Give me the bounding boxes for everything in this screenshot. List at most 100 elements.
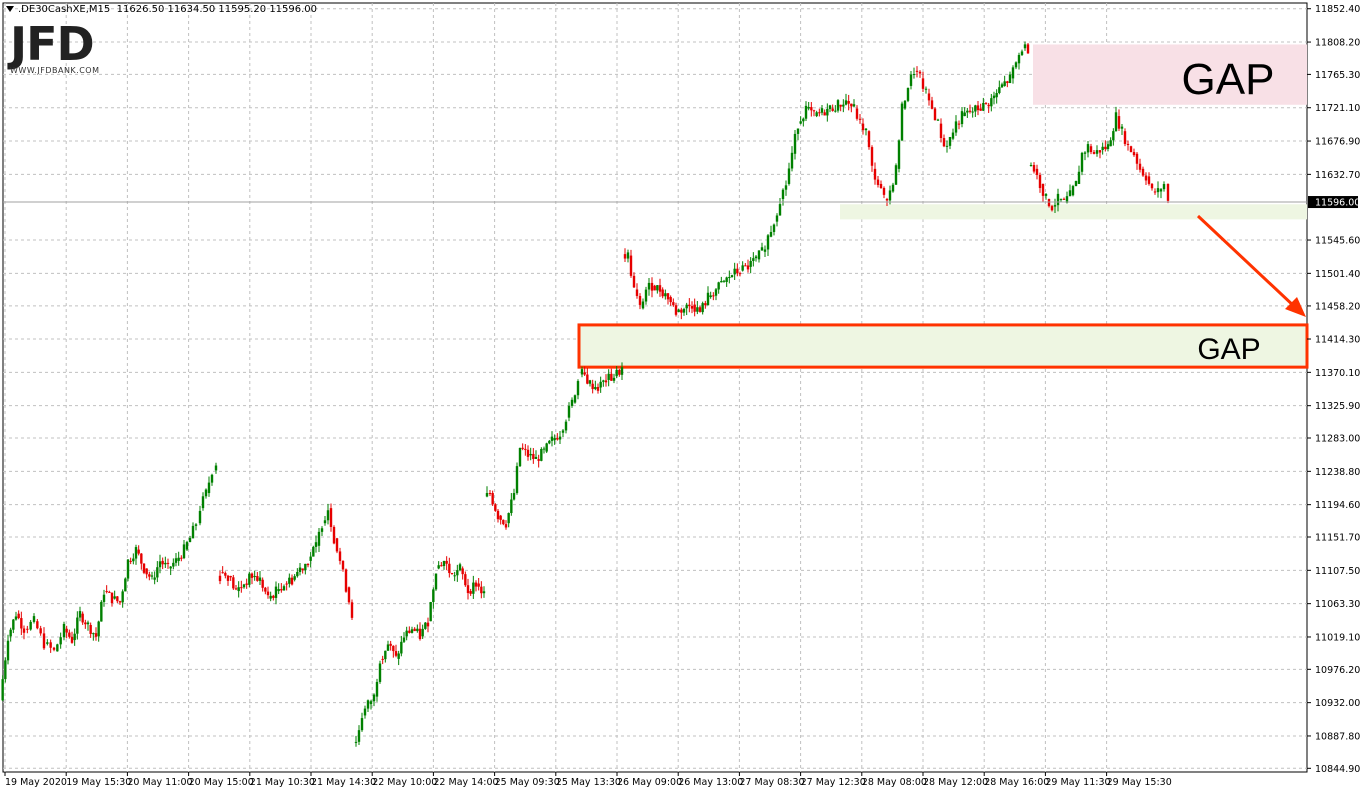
candle-body — [26, 628, 29, 630]
candle-body — [722, 280, 726, 282]
candle-body — [453, 575, 456, 577]
candle-body — [242, 584, 246, 588]
candle-body — [596, 386, 600, 391]
candle-body — [421, 628, 424, 637]
candle-body — [1068, 190, 1072, 197]
arrow-head — [1285, 297, 1306, 317]
candle-body — [906, 87, 910, 101]
candle-body — [261, 579, 264, 588]
candle-body — [960, 111, 964, 125]
candle-body — [561, 430, 565, 433]
candle-body — [456, 570, 459, 576]
candle-body — [134, 547, 138, 559]
x-tick-label: 29 May 15:30 — [1107, 777, 1172, 788]
candle-body — [842, 104, 845, 107]
candle-body — [612, 377, 616, 381]
candle-body — [828, 105, 832, 109]
candle-body — [172, 562, 175, 567]
y-tick-label: 11325.90 — [1315, 401, 1360, 412]
candle-body — [256, 575, 259, 581]
candle-body — [918, 71, 922, 74]
candle-body — [1141, 168, 1145, 176]
candle-body — [240, 587, 243, 589]
candle-body — [6, 640, 10, 661]
candle-body — [979, 108, 982, 111]
chart-header: .DE30CashXE,M15 11626.50 11634.50 11595.… — [6, 4, 317, 15]
candle-body — [253, 575, 256, 577]
candle-body — [198, 510, 202, 524]
candle-body — [900, 103, 904, 141]
candle-body — [674, 305, 678, 315]
x-tick-label: 22 May 14:00 — [433, 777, 498, 788]
candle-body — [1044, 194, 1048, 196]
candle-body — [548, 440, 551, 444]
candle-body — [891, 184, 895, 192]
annotations: GAP GAP — [3, 55, 1307, 366]
candle-body — [357, 730, 361, 742]
candle-body — [752, 258, 755, 261]
candle-body — [698, 307, 702, 312]
candle-body — [529, 453, 532, 456]
candle-body — [576, 381, 580, 396]
candle-body — [1020, 51, 1024, 55]
dropdown-triangle-icon[interactable] — [6, 6, 14, 12]
candle-body — [150, 575, 154, 577]
candle-body — [1032, 165, 1036, 172]
candle-body — [804, 105, 808, 119]
chart-zones — [577, 44, 1309, 369]
candle-body — [573, 395, 577, 403]
candle-body — [20, 618, 23, 629]
candle-body — [49, 642, 52, 648]
candle-body — [688, 304, 691, 307]
candle-body — [280, 589, 283, 591]
candle-body — [766, 235, 770, 250]
candle-body — [1104, 146, 1107, 149]
x-tick-label: 25 May 13:30 — [556, 777, 621, 788]
candle-body — [545, 443, 548, 452]
candle-body — [701, 303, 704, 313]
x-tick-label: 20 May 11:00 — [127, 777, 192, 788]
jfd-logo: JFD WWW.JFDBANK.COM — [10, 21, 100, 75]
y-tick-label: 11194.60 — [1315, 500, 1360, 511]
candle-body — [644, 289, 648, 302]
x-tick-label: 28 May 12:00 — [923, 777, 988, 788]
candle-body — [1011, 67, 1015, 79]
candle-body — [924, 88, 928, 90]
candle-body — [807, 107, 810, 109]
candle-body — [341, 560, 345, 570]
candle-body — [22, 628, 26, 633]
candle-body — [778, 204, 782, 216]
candle-body — [89, 624, 92, 634]
logo-url: WWW.JFDBANK.COM — [10, 66, 100, 75]
candle-body — [757, 250, 761, 260]
candle-body — [218, 575, 222, 582]
candle-body — [921, 78, 925, 89]
candle-body — [602, 380, 605, 382]
arrow-line — [1196, 214, 1298, 310]
candle-body — [942, 138, 946, 147]
candle-body — [301, 568, 304, 571]
candle-body — [158, 561, 162, 568]
candle-body — [293, 576, 296, 580]
y-tick-label: 10844.90 — [1315, 764, 1360, 775]
candle-body — [982, 102, 985, 111]
candle-body — [1166, 183, 1170, 201]
x-tick-label: 26 May 09:00 — [617, 777, 682, 788]
candle-body — [1029, 165, 1033, 167]
y-tick-label: 11370.10 — [1315, 368, 1360, 379]
candle-body — [864, 128, 868, 131]
gap-label-upper: GAP — [1182, 55, 1275, 104]
candle-body — [610, 373, 613, 381]
candle-body — [142, 563, 146, 573]
candle-body — [553, 438, 556, 441]
candle-body — [963, 112, 966, 117]
candle-body — [850, 103, 853, 107]
candle-body — [1162, 184, 1166, 190]
candle-body — [796, 128, 800, 134]
candle-body — [861, 123, 865, 131]
candle-body — [879, 183, 883, 188]
candle-body — [1144, 175, 1148, 181]
candle-body — [1000, 84, 1004, 88]
candle-body — [42, 633, 46, 649]
candle-body — [496, 510, 500, 520]
